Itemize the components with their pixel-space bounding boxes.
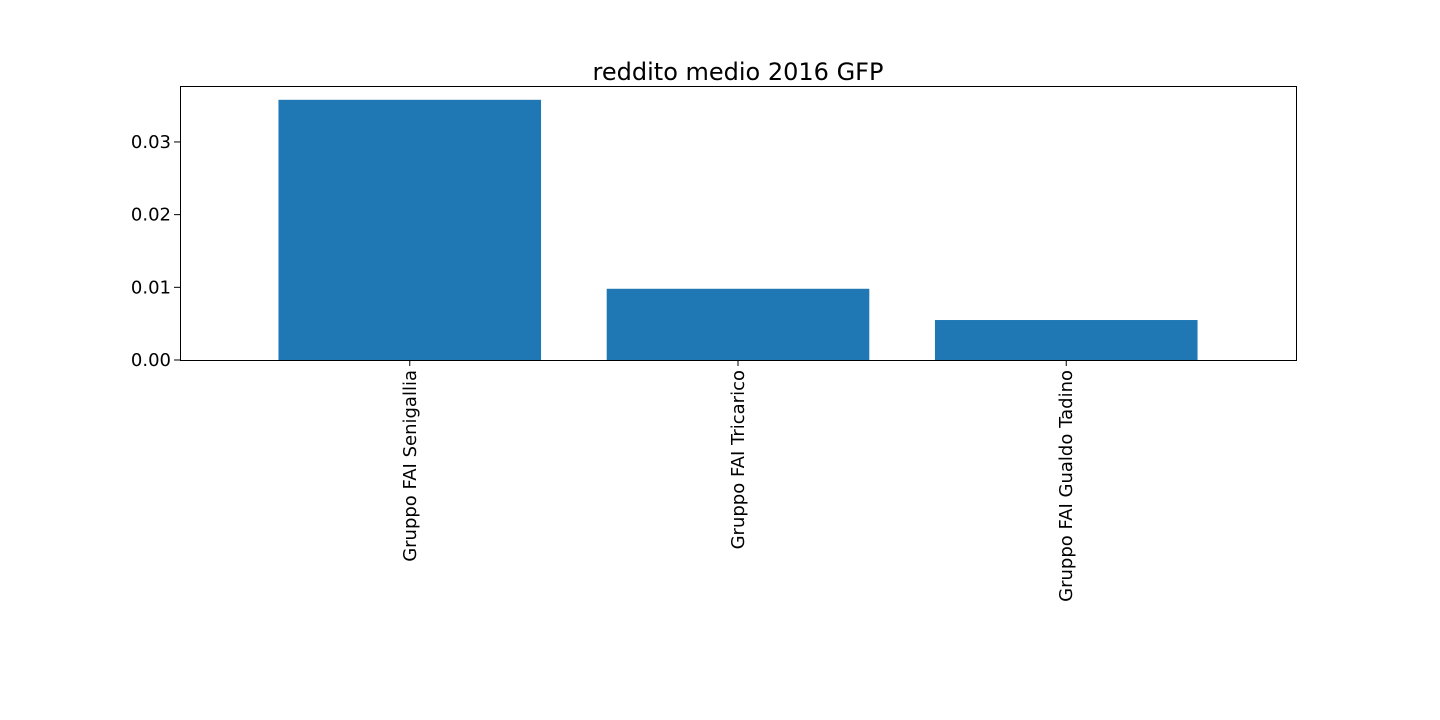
bar-1 bbox=[606, 288, 870, 360]
y-tick-label: 0.02 bbox=[131, 205, 171, 226]
y-axis: 0.00 0.01 0.02 0.03 bbox=[131, 132, 180, 371]
bar-2 bbox=[934, 320, 1198, 360]
x-tick-label: Gruppo FAI Gualdo Tadino bbox=[1056, 370, 1077, 602]
x-tick-label: Gruppo FAI Tricarico bbox=[728, 370, 749, 549]
plot-frame bbox=[180, 86, 1297, 361]
y-tick-label: 0.03 bbox=[131, 132, 171, 153]
y-tick-label: 0.00 bbox=[131, 350, 171, 371]
x-axis: Gruppo FAI Senigallia Gruppo FAI Tricaric… bbox=[400, 360, 1077, 602]
y-tick-label: 0.01 bbox=[131, 277, 171, 298]
bars bbox=[278, 99, 1198, 360]
bar-0 bbox=[278, 99, 542, 360]
chart-title: reddito medio 2016 GFP bbox=[593, 58, 884, 86]
x-tick-label: Gruppo FAI Senigallia bbox=[400, 370, 421, 562]
